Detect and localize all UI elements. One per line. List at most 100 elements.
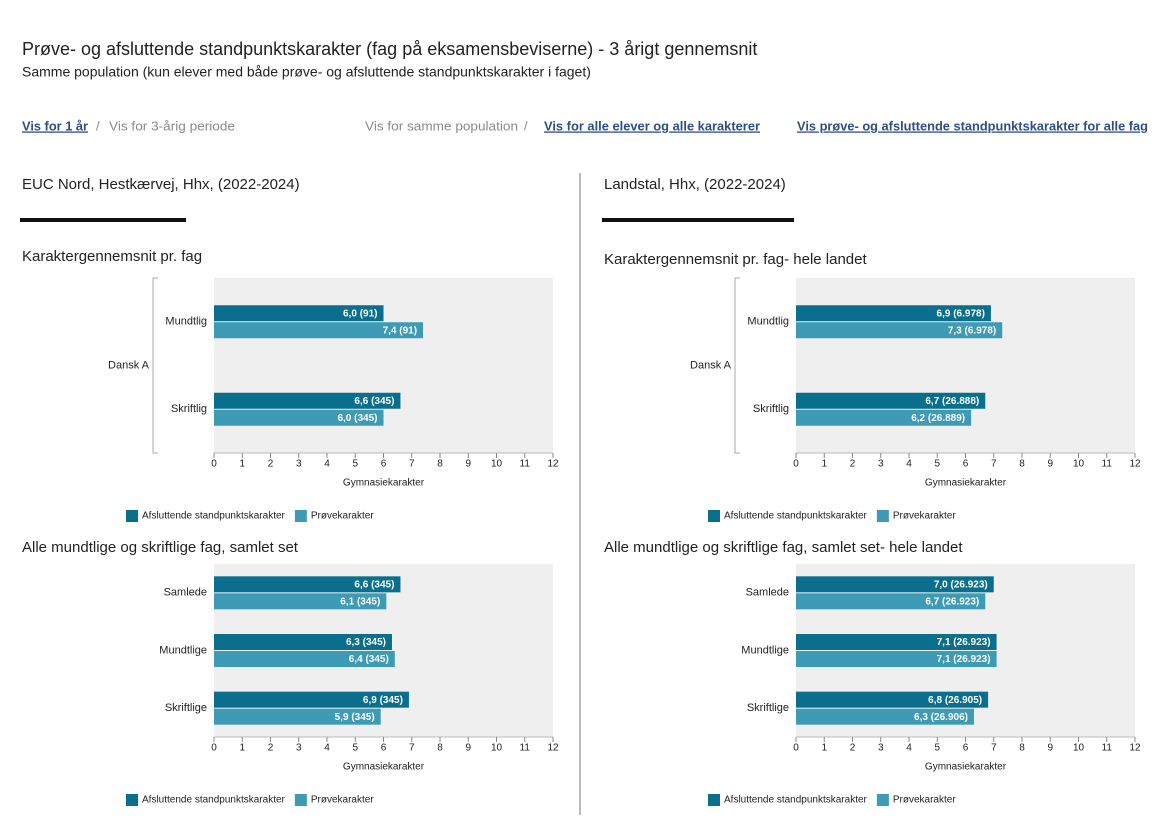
bar-value-label: 6,8 (26.905) [928,695,982,706]
x-tick-label: 4 [906,743,912,754]
group-label: Dansk A [108,359,150,371]
bar [214,708,381,725]
bar [796,708,974,725]
nav-separator: / [524,118,528,133]
legend-swatch [876,794,889,806]
x-tick-label: 3 [878,459,884,470]
bar [796,409,972,426]
bar-value-label: 6,4 (345) [349,654,389,665]
legend-swatch [294,794,307,806]
x-tick-label: 1 [239,743,245,754]
x-tick-label: 11 [1102,743,1113,754]
bar [796,593,986,610]
x-tick-label: 3 [296,459,302,470]
chart-title: Alle mundtlige og skriftlige fag, samlet… [604,539,963,556]
x-tick-label: 4 [324,459,330,470]
x-tick-label: 0 [211,743,217,754]
x-axis-label: Gymnasiekarakter [925,478,1007,489]
chart-title: Alle mundtlige og skriftlige fag, samlet… [22,539,299,556]
bar-value-label: 6,0 (91) [343,308,377,319]
x-tick-label: 9 [1047,743,1053,754]
y-tick-label: Mundtlig [165,316,207,328]
x-axis-label: Gymnasiekarakter [925,762,1007,773]
y-tick-label: Skriftlig [171,403,207,415]
bar-value-label: 6,6 (345) [354,396,394,407]
legend-label: Prøvekarakter [311,795,374,806]
chart-title: Karaktergennemsnit pr. fag- hele landet [604,251,867,268]
x-tick-label: 7 [991,743,997,754]
nav-link[interactable]: Vis for alle elever og alle karakterer [544,118,760,133]
x-tick-label: 8 [437,743,443,754]
bar [214,593,387,610]
bar [796,634,997,650]
bar [796,651,997,667]
x-tick-label: 1 [239,459,245,470]
legend-label: Afsluttende standpunktskarakter [142,795,286,806]
x-tick-label: 7 [409,459,415,470]
bar [796,322,1003,339]
bar-value-label: 6,9 (6.978) [937,308,985,319]
bar-value-label: 6,1 (345) [340,596,380,607]
nav-link[interactable]: Vis prøve- og afsluttende standpunktskar… [797,118,1148,133]
bar [214,409,384,426]
panel-underline [602,218,794,222]
legend-swatch [708,510,720,522]
bar-value-label: 7,1 (26.923) [937,637,991,648]
page-subtitle: Samme population (kun elever med både pr… [22,64,591,80]
bar-value-label: 5,9 (345) [335,712,375,723]
bar [214,322,424,339]
x-tick-label: 2 [268,743,274,754]
x-tick-label: 11 [1102,459,1113,470]
x-tick-label: 2 [850,743,856,754]
nav-option[interactable]: Vis for 3-årig periode [109,118,235,133]
x-tick-label: 12 [1129,459,1141,470]
y-tick-label: Mundtlige [159,644,207,656]
y-tick-label: Mundtlig [747,316,789,328]
x-tick-label: 10 [491,459,503,470]
bar-value-label: 7,4 (91) [383,325,417,336]
plot-area [214,564,553,737]
x-tick-label: 3 [296,743,302,754]
bar-value-label: 6,2 (26.889) [911,413,965,424]
bar-value-label: 6,3 (345) [346,637,386,648]
panel-underline [20,218,186,222]
plot-area [796,564,1135,737]
x-tick-label: 5 [934,459,940,470]
x-tick-label: 7 [991,459,997,470]
nav-option[interactable]: Vis for samme population [365,118,518,133]
x-tick-label: 9 [465,743,471,754]
x-tick-label: 6 [963,459,969,470]
x-tick-label: 9 [465,459,471,470]
x-tick-label: 12 [1129,743,1141,754]
y-tick-label: Skriftlig [753,403,789,415]
x-tick-label: 1 [821,459,827,470]
bar [214,651,395,667]
bar [796,305,991,322]
x-tick-label: 10 [1073,459,1085,470]
x-tick-label: 12 [547,459,559,470]
x-tick-label: 12 [547,743,559,754]
group-bracket [734,277,740,454]
nav-link[interactable]: Vis for 1 år [22,118,88,133]
panel-title: EUC Nord, Hestkærvej, Hhx, (2022-2024) [22,176,300,193]
y-tick-label: Mundtlige [741,644,789,656]
x-tick-label: 10 [491,743,503,754]
bar [214,392,401,409]
x-tick-label: 9 [1047,459,1053,470]
x-tick-label: 6 [381,743,387,754]
nav-separator: / [96,118,100,133]
bar [796,691,989,708]
x-tick-label: 11 [520,743,531,754]
bar [214,691,409,708]
y-tick-label: Skriftlige [165,702,207,714]
x-axis-label: Gymnasiekarakter [343,762,425,773]
x-tick-label: 8 [1019,743,1025,754]
bar [214,305,384,322]
bar [796,576,994,593]
legend-label: Afsluttende standpunktskarakter [724,795,868,806]
x-tick-label: 2 [268,459,274,470]
bar-value-label: 6,0 (345) [337,413,377,424]
bar [214,576,401,593]
x-axis-label: Gymnasiekarakter [343,478,425,489]
